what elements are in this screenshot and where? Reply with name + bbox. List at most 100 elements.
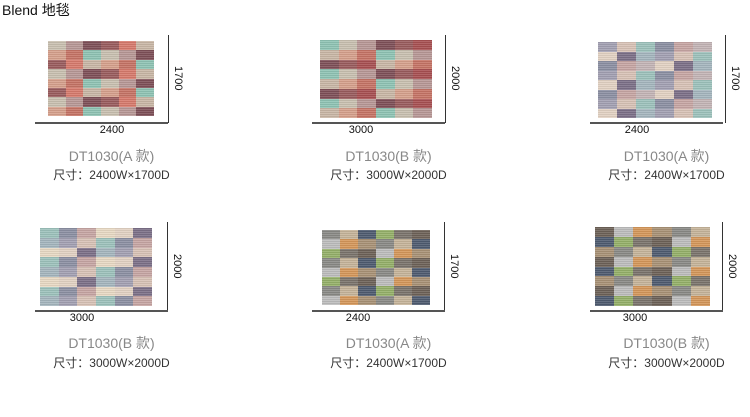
rug-block bbox=[693, 51, 712, 61]
product-model[interactable]: DT1030(B 款) bbox=[345, 148, 432, 164]
rug-block bbox=[340, 239, 358, 249]
rug-block bbox=[65, 97, 84, 107]
rug-block bbox=[614, 227, 634, 237]
rug-block bbox=[358, 276, 376, 287]
rug-image[interactable] bbox=[598, 42, 712, 118]
rug-block bbox=[114, 296, 134, 306]
rug-image[interactable] bbox=[595, 227, 710, 306]
rug-block bbox=[100, 69, 119, 79]
rug-block bbox=[412, 267, 430, 277]
product-size: 尺寸：3000W×2000D bbox=[608, 356, 725, 370]
rug-block bbox=[412, 295, 430, 305]
product-model[interactable]: DT1030(A 款) bbox=[68, 148, 155, 164]
rug-block bbox=[655, 99, 674, 109]
rug-block bbox=[394, 239, 412, 249]
rug-block bbox=[320, 69, 339, 79]
product-model[interactable]: DT1030(B 款) bbox=[623, 335, 710, 351]
rug-block bbox=[65, 69, 84, 79]
rug-block bbox=[58, 286, 78, 297]
rug-block bbox=[114, 228, 134, 238]
rug-block bbox=[77, 247, 96, 258]
rug-block bbox=[394, 295, 412, 305]
rug-block bbox=[375, 40, 395, 50]
width-label: 2400 bbox=[99, 124, 125, 136]
rug-block bbox=[77, 286, 96, 297]
rug-block bbox=[95, 237, 115, 248]
rug-block bbox=[671, 266, 691, 277]
rug-block bbox=[338, 49, 358, 60]
rug-block bbox=[376, 286, 394, 296]
rug-block bbox=[48, 50, 66, 60]
rug-image[interactable] bbox=[48, 41, 154, 116]
rug-block bbox=[357, 88, 376, 99]
rug-block bbox=[376, 267, 394, 277]
rug-block bbox=[633, 256, 653, 267]
rug-block bbox=[65, 50, 84, 60]
rug-image[interactable] bbox=[322, 230, 430, 305]
rug-block bbox=[40, 267, 59, 277]
rug-block bbox=[322, 295, 340, 305]
rug-block bbox=[413, 49, 432, 60]
rug-block bbox=[322, 248, 340, 259]
product-model[interactable]: DT1030(B 款) bbox=[68, 335, 155, 351]
rug-block bbox=[83, 106, 101, 116]
rug-block bbox=[338, 88, 358, 99]
rug-block bbox=[375, 69, 395, 79]
rug-block bbox=[412, 258, 430, 268]
rug-block bbox=[358, 295, 376, 305]
rug-block bbox=[614, 286, 634, 297]
rug-block bbox=[614, 266, 634, 277]
rug-block bbox=[58, 247, 78, 258]
width-dimension-line bbox=[590, 310, 723, 312]
rug-block bbox=[320, 108, 339, 118]
rug-block bbox=[83, 50, 101, 60]
rug-block bbox=[394, 88, 414, 99]
rug-image[interactable] bbox=[320, 40, 432, 118]
height-label: 2000 bbox=[726, 254, 738, 279]
rug-block bbox=[617, 70, 636, 80]
rug-block bbox=[40, 296, 59, 306]
rug-block bbox=[636, 108, 655, 118]
rug-block bbox=[595, 246, 615, 257]
rug-block bbox=[636, 80, 655, 90]
rug-block bbox=[133, 296, 152, 306]
rug-block bbox=[636, 70, 655, 80]
rug-block bbox=[83, 87, 101, 98]
rug-block bbox=[394, 230, 412, 240]
rug-block bbox=[95, 228, 115, 238]
rug-block bbox=[65, 78, 84, 88]
width-dimension-line bbox=[35, 122, 168, 124]
width-dimension-line bbox=[35, 310, 168, 312]
rug-block bbox=[413, 98, 432, 109]
rug-block bbox=[118, 50, 137, 60]
product-model[interactable]: DT1030(A 款) bbox=[623, 148, 710, 164]
rug-block bbox=[340, 286, 358, 296]
rug-block bbox=[320, 88, 339, 99]
rug-block bbox=[65, 106, 84, 116]
rug-block bbox=[77, 228, 96, 238]
width-label: 2400 bbox=[624, 124, 650, 136]
rug-block bbox=[655, 80, 674, 90]
rug-block bbox=[674, 108, 693, 118]
rug-block bbox=[633, 227, 653, 237]
rug-block bbox=[598, 61, 617, 71]
rug-block bbox=[340, 276, 358, 287]
rug-block bbox=[693, 42, 712, 52]
rug-block bbox=[58, 228, 78, 238]
rug-block bbox=[100, 78, 119, 88]
rug-block bbox=[655, 89, 674, 99]
rug-block bbox=[65, 87, 84, 98]
rug-block bbox=[671, 276, 691, 287]
rug-block bbox=[652, 286, 672, 297]
product-model[interactable]: DT1030(A 款) bbox=[345, 335, 432, 351]
rug-block bbox=[617, 99, 636, 109]
rug-image[interactable] bbox=[40, 228, 152, 306]
rug-block bbox=[58, 267, 78, 277]
height-dimension-line bbox=[722, 222, 723, 310]
rug-block bbox=[598, 80, 617, 90]
rug-block bbox=[413, 108, 432, 118]
rug-block bbox=[690, 276, 710, 287]
rug-block bbox=[633, 286, 653, 297]
height-label: 2000 bbox=[171, 254, 183, 279]
